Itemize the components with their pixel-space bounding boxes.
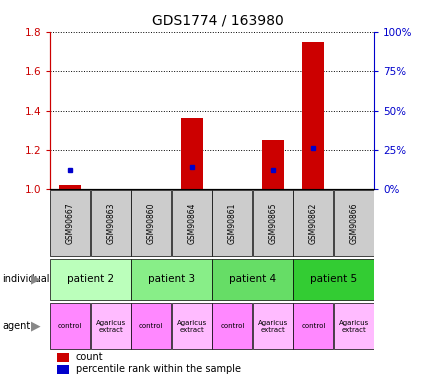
Bar — [131, 259, 211, 300]
Bar — [261, 140, 283, 189]
Bar — [50, 303, 90, 349]
Bar — [252, 303, 292, 349]
Bar — [56, 352, 69, 362]
Bar — [302, 42, 324, 189]
Text: patient 4: patient 4 — [228, 274, 276, 284]
Text: Agaricus
extract: Agaricus extract — [176, 320, 207, 333]
Text: GSM90866: GSM90866 — [349, 202, 358, 244]
Text: GSM90864: GSM90864 — [187, 202, 196, 244]
Text: GSM90862: GSM90862 — [308, 202, 317, 244]
Text: GSM90865: GSM90865 — [268, 202, 277, 244]
Text: ▶: ▶ — [31, 320, 41, 333]
Text: Agaricus
extract: Agaricus extract — [95, 320, 125, 333]
Bar — [293, 259, 373, 300]
Text: percentile rank within the sample: percentile rank within the sample — [76, 364, 240, 374]
Text: patient 2: patient 2 — [67, 274, 114, 284]
Bar — [131, 190, 171, 256]
Bar — [212, 190, 252, 256]
Bar — [91, 190, 131, 256]
Bar — [293, 190, 332, 256]
Bar — [50, 190, 90, 256]
Text: control: control — [220, 323, 244, 329]
Text: GSM90667: GSM90667 — [66, 202, 75, 244]
Bar — [333, 190, 373, 256]
Bar — [56, 365, 69, 374]
Text: control: control — [300, 323, 325, 329]
Text: patient 3: patient 3 — [148, 274, 195, 284]
Bar — [91, 303, 131, 349]
Text: GSM90861: GSM90861 — [227, 202, 236, 244]
Text: GDS1774 / 163980: GDS1774 / 163980 — [151, 13, 283, 27]
Text: agent: agent — [2, 321, 30, 331]
Bar — [212, 303, 252, 349]
Bar — [180, 118, 203, 189]
Text: ▶: ▶ — [31, 273, 41, 286]
Text: Agaricus
extract: Agaricus extract — [257, 320, 287, 333]
Text: control: control — [139, 323, 163, 329]
Text: patient 5: patient 5 — [309, 274, 356, 284]
Text: count: count — [76, 352, 103, 363]
Bar — [59, 186, 81, 189]
Bar — [50, 259, 131, 300]
Text: GSM90863: GSM90863 — [106, 202, 115, 244]
Bar — [293, 303, 332, 349]
Bar — [171, 303, 211, 349]
Bar — [212, 259, 292, 300]
Text: Agaricus
extract: Agaricus extract — [338, 320, 368, 333]
Bar — [171, 190, 211, 256]
Bar — [252, 190, 292, 256]
Bar — [333, 303, 373, 349]
Bar — [131, 303, 171, 349]
Text: GSM90860: GSM90860 — [146, 202, 155, 244]
Text: control: control — [58, 323, 82, 329]
Text: individual: individual — [2, 274, 49, 284]
